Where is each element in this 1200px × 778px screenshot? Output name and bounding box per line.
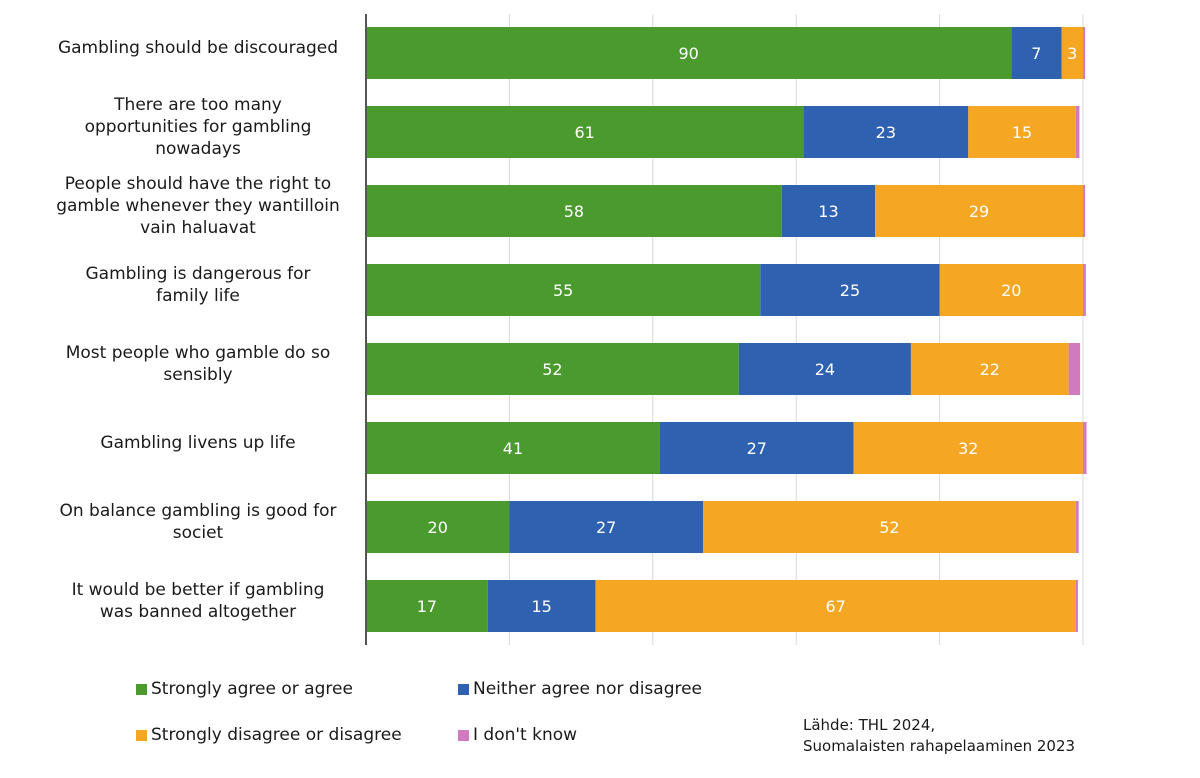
bar-segment xyxy=(366,185,782,237)
data-label: 55 xyxy=(553,281,573,300)
bar-segment xyxy=(595,580,1076,632)
bars: 90 7 3 61 23 15 58 13 29 55 25 20 52 24 22 41 27 32 20 27 52… xyxy=(366,27,1087,632)
source-line-2: Suomalaisten rahapelaaminen 2023 xyxy=(803,737,1076,755)
category-label-line: There are too many xyxy=(113,95,282,115)
category-label: People should have the right to gamble wh… xyxy=(56,174,340,238)
bar-segment xyxy=(366,422,660,474)
category-label: Most people who gamble do so sensibly xyxy=(66,343,331,385)
bar-segment xyxy=(366,106,804,158)
bar-segment xyxy=(1075,106,1080,158)
data-label: 61 xyxy=(575,123,595,142)
bar-segment xyxy=(1083,422,1087,474)
bar-segment xyxy=(659,422,854,474)
category-label: It would be better if gambling was banned… xyxy=(72,580,325,622)
category-label-line: Gambling livens up life xyxy=(100,433,295,453)
data-label: 58 xyxy=(564,202,584,221)
bar-segment xyxy=(1083,264,1086,316)
bar-segment xyxy=(702,501,1076,553)
category-label-line: People should have the right to xyxy=(65,174,331,194)
bar-segment xyxy=(803,106,969,158)
data-label: 27 xyxy=(596,518,616,537)
bar-segment xyxy=(366,264,761,316)
category-label: There are too many opportunities for gamb… xyxy=(85,95,312,159)
category-label-line: sensibly xyxy=(163,365,232,385)
bar-segment xyxy=(939,264,1083,316)
category-label-line: opportunities for gambling xyxy=(85,117,312,137)
category-label-line: was banned altogether xyxy=(100,602,296,622)
bar-segment xyxy=(509,501,703,553)
bar-segment xyxy=(781,185,876,237)
category-label-line: It would be better if gambling xyxy=(72,580,325,600)
category-label: On balance gambling is good for societ xyxy=(59,501,336,543)
data-label: 15 xyxy=(1012,123,1032,142)
data-label: 23 xyxy=(876,123,896,142)
bar-segment xyxy=(1075,580,1078,632)
bar-segment xyxy=(1061,27,1083,79)
data-label: 32 xyxy=(958,439,978,458)
category-label-line: gamble whenever they wantilloin xyxy=(56,196,340,216)
data-label: 17 xyxy=(417,597,437,616)
bar-segment xyxy=(1068,343,1081,395)
bar-segment xyxy=(910,343,1069,395)
category-labels: Gambling should be discouraged There are … xyxy=(56,38,340,622)
bar-segment xyxy=(366,27,1012,79)
data-label: 67 xyxy=(825,597,845,616)
source-line-1: Lähde: THL 2024, xyxy=(803,716,936,734)
data-label: 52 xyxy=(879,518,899,537)
category-label-line: Gambling should be discouraged xyxy=(58,38,338,58)
data-label: 20 xyxy=(1001,281,1021,300)
category-label-line: Gambling is dangerous for xyxy=(85,264,310,284)
bar-segment xyxy=(366,580,488,632)
category-label: Gambling is dangerous for family life xyxy=(85,264,310,306)
bar-segment xyxy=(760,264,940,316)
category-label-line: societ xyxy=(173,523,224,543)
bar-segment xyxy=(875,185,1083,237)
category-label-line: vain haluavat xyxy=(140,218,256,238)
bar-segment xyxy=(1011,27,1062,79)
category-label-line: family life xyxy=(156,286,240,306)
category-label-line: On balance gambling is good for xyxy=(59,501,336,521)
data-label: 29 xyxy=(969,202,989,221)
source-note: Lähde: THL 2024, Suomalaisten rahapelaam… xyxy=(803,715,1075,757)
bar-segment xyxy=(487,580,596,632)
data-label: 15 xyxy=(531,597,551,616)
bar-segment xyxy=(738,343,911,395)
bar-segment xyxy=(366,343,739,395)
data-label: 22 xyxy=(980,360,1000,379)
data-label: 90 xyxy=(678,44,698,63)
data-label: 41 xyxy=(503,439,523,458)
bar-segment xyxy=(968,106,1076,158)
data-label: 20 xyxy=(428,518,448,537)
data-label: 52 xyxy=(542,360,562,379)
category-label: Gambling should be discouraged xyxy=(58,38,338,58)
data-label: 25 xyxy=(840,281,860,300)
category-label: Gambling livens up life xyxy=(100,433,295,453)
bar-segment xyxy=(1075,501,1079,553)
data-label: 7 xyxy=(1031,44,1041,63)
bar-segment xyxy=(1083,185,1086,237)
category-label-line: nowadays xyxy=(155,139,241,159)
category-label-line: Most people who gamble do so xyxy=(66,343,331,363)
bar-segment xyxy=(1083,27,1086,79)
data-label: 27 xyxy=(747,439,767,458)
data-label: 3 xyxy=(1067,44,1077,63)
data-label: 13 xyxy=(818,202,838,221)
bar-segment xyxy=(853,422,1083,474)
bar-segment xyxy=(366,501,510,553)
data-label: 24 xyxy=(815,360,835,379)
